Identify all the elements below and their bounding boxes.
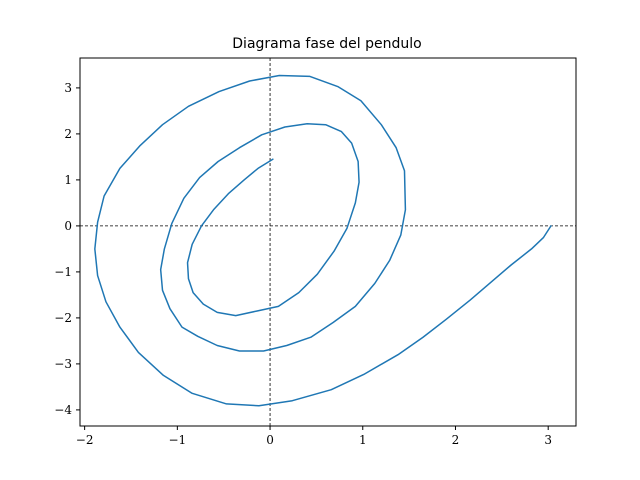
y-tick-label-4: −1 <box>54 265 72 279</box>
reference-lines <box>80 58 576 426</box>
y-tick-label-1: 2 <box>64 127 72 141</box>
x-tick-label-5: 3 <box>544 433 552 447</box>
x-tick-label-2: 0 <box>266 433 274 447</box>
y-tick-label-7: −4 <box>54 403 72 417</box>
x-tick-label-3: 1 <box>359 433 367 447</box>
y-tick-label-2: 1 <box>64 173 72 187</box>
y-tick-label-3: 0 <box>64 219 72 233</box>
plot-area: −2 −1 0 1 2 3 3 2 1 0 −1 −2 −3 −4 <box>54 57 577 447</box>
series-layer <box>94 74 552 407</box>
y-tick-label-6: −3 <box>54 357 72 371</box>
x-tick-label-0: −2 <box>76 433 94 447</box>
x-axis: −2 −1 0 1 2 3 <box>76 426 552 447</box>
y-axis: 3 2 1 0 −1 −2 −3 −4 <box>54 81 80 417</box>
series-line-0 <box>94 74 552 407</box>
chart-title: Diagrama fase del pendulo <box>232 36 421 52</box>
x-tick-label-1: −1 <box>168 433 186 447</box>
x-tick-label-4: 2 <box>452 433 460 447</box>
plot-frame <box>79 57 577 427</box>
y-tick-label-0: 3 <box>64 81 72 95</box>
y-tick-label-5: −2 <box>54 311 72 325</box>
